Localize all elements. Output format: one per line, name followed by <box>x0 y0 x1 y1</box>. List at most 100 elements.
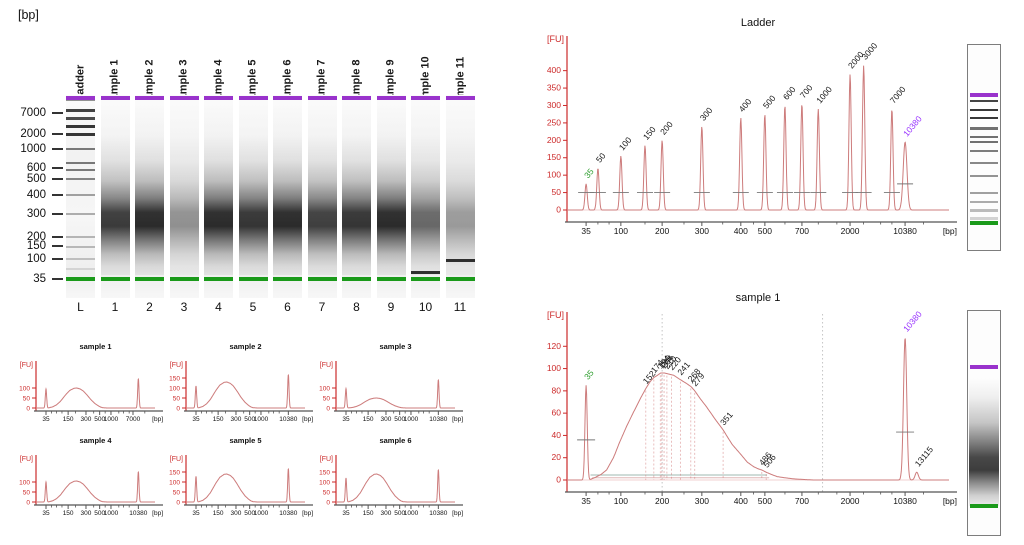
gel-smear <box>273 101 302 275</box>
svg-text:10380: 10380 <box>429 416 447 423</box>
sample1-trace <box>567 338 949 481</box>
gel-lane-header-10: sample 10 <box>411 14 440 109</box>
mini-5-trace <box>186 468 305 503</box>
svg-text:[bp]: [bp] <box>943 496 957 506</box>
gel-lane-label-5: 5 <box>249 300 257 314</box>
svg-text:[FU]: [FU] <box>20 362 33 369</box>
svg-text:[bp]: [bp] <box>152 416 163 423</box>
svg-text:[FU]: [FU] <box>170 456 183 463</box>
svg-text:500: 500 <box>94 416 105 423</box>
gel-lane-label-4: 4 <box>215 300 222 314</box>
gel-lane-L <box>66 95 95 298</box>
svg-text:10380: 10380 <box>279 416 297 423</box>
gel-lane-label-11: 11 <box>453 300 467 314</box>
svg-text:10380: 10380 <box>129 510 147 517</box>
svg-text:[FU]: [FU] <box>547 310 564 320</box>
ladder-gel-strip <box>967 44 1001 251</box>
svg-text:1000: 1000 <box>404 416 419 423</box>
gel-lane-10 <box>411 95 440 298</box>
strip-ladder-band <box>970 161 998 165</box>
gel-ladder-band <box>66 161 95 164</box>
svg-text:sample 4: sample 4 <box>79 436 112 445</box>
svg-text:35: 35 <box>342 510 350 517</box>
gel-lane-header-4: sample 4 <box>204 14 233 106</box>
gel-bp-axis-label: 1000 <box>20 142 46 155</box>
strip-ladder-band <box>970 108 998 112</box>
gel-lower-marker-band <box>169 276 199 281</box>
svg-text:200: 200 <box>547 135 561 145</box>
svg-text:[bp]: [bp] <box>452 416 463 423</box>
gel-ladder-band <box>66 177 95 180</box>
svg-text:100: 100 <box>19 480 30 487</box>
peak-label: 10380 <box>901 114 924 139</box>
svg-text:[bp]: [bp] <box>452 510 463 517</box>
gel-upper-marker-band <box>66 95 95 100</box>
strip-lower-marker-band <box>970 220 998 225</box>
svg-text:1000: 1000 <box>404 510 419 517</box>
gel-electrophoresis-image: 7000 2000 1000 600 500 400 300 200 150 100 35 Ladde… <box>0 0 500 330</box>
gel-extra-band <box>445 258 475 262</box>
svg-text:300: 300 <box>231 416 242 423</box>
gel-bp-axis-tick <box>52 277 63 280</box>
peak-label: 700 <box>798 83 815 101</box>
svg-text:50: 50 <box>173 396 181 403</box>
svg-text:150: 150 <box>547 152 561 162</box>
strip-ladder-band <box>970 174 998 178</box>
svg-text:80: 80 <box>552 385 562 395</box>
svg-text:sample 1: sample 1 <box>79 342 111 351</box>
svg-text:300: 300 <box>695 496 709 506</box>
svg-text:200: 200 <box>655 226 669 236</box>
gel-bp-axis-tick <box>52 177 63 180</box>
gel-lane-label-10: 10 <box>418 300 433 314</box>
gel-lane-header-2: sample 2 <box>135 14 164 106</box>
svg-text:400: 400 <box>547 65 561 75</box>
svg-text:300: 300 <box>81 510 92 517</box>
gel-upper-marker-band <box>135 95 164 100</box>
gel-lower-marker-band <box>273 276 302 281</box>
gel-lane-8 <box>342 95 371 298</box>
svg-text:60: 60 <box>552 408 562 418</box>
gel-ladder-band <box>66 193 95 196</box>
svg-text:250: 250 <box>547 117 561 127</box>
gel-bp-axis-tick <box>52 111 63 114</box>
gel-smear <box>169 101 199 275</box>
svg-text:35: 35 <box>42 510 50 517</box>
svg-text:150: 150 <box>169 376 180 383</box>
mini-6-trace <box>336 469 455 503</box>
strip-ladder-band <box>970 200 998 204</box>
svg-text:100: 100 <box>19 386 30 393</box>
gel-smear <box>238 101 268 275</box>
gel-upper-marker-band <box>411 95 440 100</box>
svg-text:50: 50 <box>323 490 331 497</box>
svg-text:400: 400 <box>734 496 748 506</box>
svg-text:2000: 2000 <box>841 496 860 506</box>
svg-text:150: 150 <box>213 416 224 423</box>
strip-upper-marker-band <box>970 365 998 369</box>
svg-text:100: 100 <box>319 386 330 393</box>
gel-upper-marker-band <box>238 95 268 100</box>
strip-smear <box>969 378 999 506</box>
sample1-gel-strip <box>967 310 1001 536</box>
peak-label: 7000 <box>888 84 908 105</box>
gel-lane-header-3: sample 3 <box>170 14 199 106</box>
gel-ladder-band <box>66 246 95 249</box>
peak-label: 35 <box>582 166 596 180</box>
gel-lane-6 <box>273 95 302 298</box>
svg-text:500: 500 <box>394 510 405 517</box>
svg-text:120: 120 <box>547 341 561 351</box>
strip-upper-marker-band <box>970 93 998 98</box>
svg-text:10380: 10380 <box>279 510 297 517</box>
svg-text:35: 35 <box>581 496 591 506</box>
gel-lane-9 <box>376 95 406 298</box>
peak-label: 150 <box>641 124 658 142</box>
svg-text:[bp]: [bp] <box>302 510 313 517</box>
peak-label: 13115 <box>913 444 936 468</box>
gel-ladder-band <box>66 147 95 150</box>
strip-ladder-band <box>970 140 998 144</box>
ladder-trace <box>567 65 949 211</box>
